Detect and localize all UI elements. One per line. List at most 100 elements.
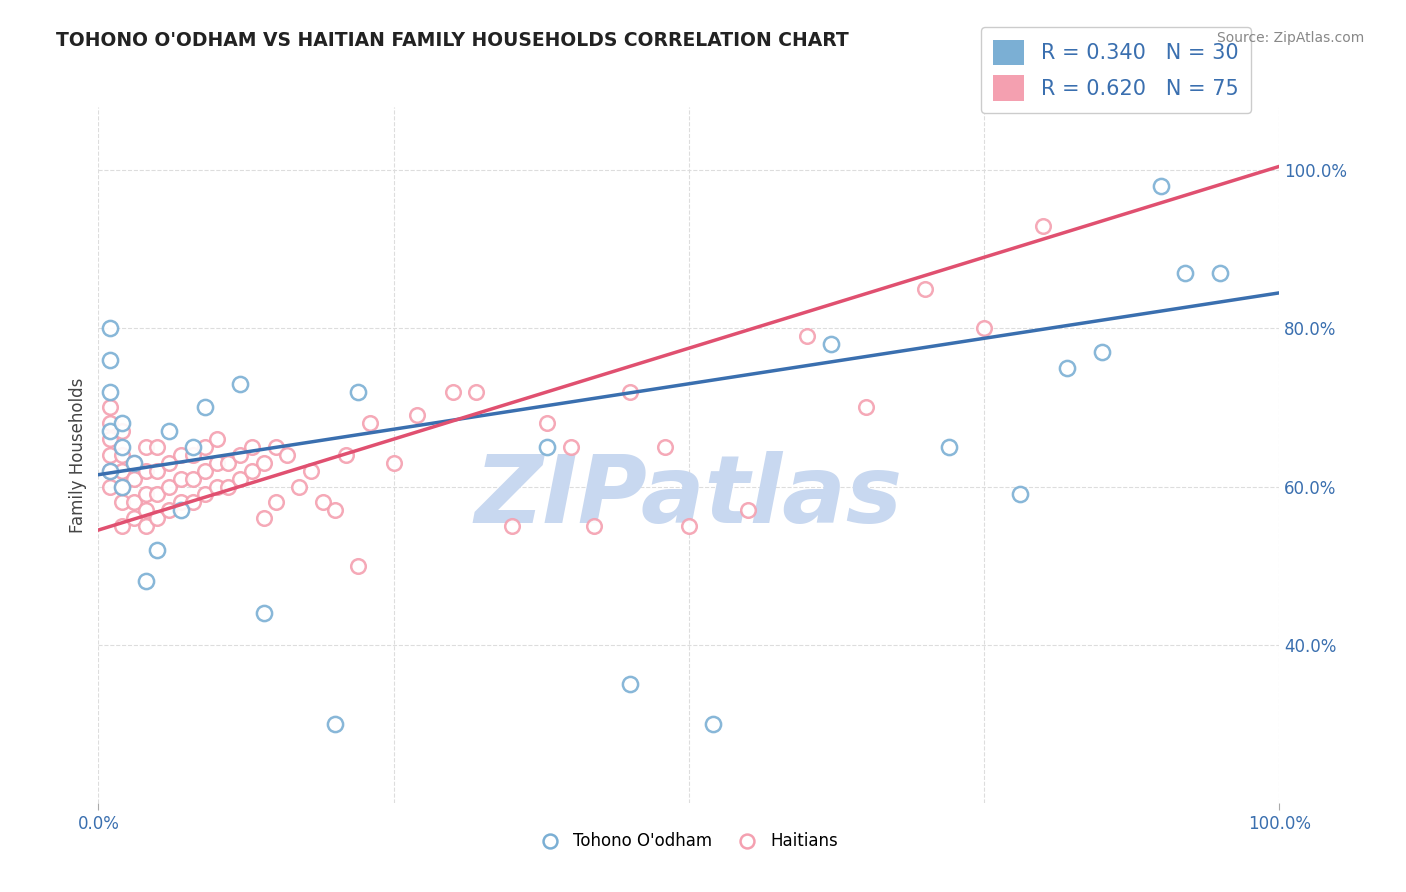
Point — [347, 384, 370, 399]
Point — [98, 479, 121, 493]
Point — [560, 440, 582, 454]
Point — [1056, 361, 1078, 376]
Point — [973, 321, 995, 335]
Point — [146, 464, 169, 478]
Point — [135, 503, 157, 517]
Point — [181, 440, 204, 454]
Point — [253, 511, 276, 525]
Point — [678, 519, 700, 533]
Point — [1150, 179, 1173, 194]
Point — [347, 558, 370, 573]
Text: ZIPatlas: ZIPatlas — [475, 450, 903, 542]
Point — [217, 456, 239, 470]
Point — [1174, 266, 1197, 280]
Point — [312, 495, 335, 509]
Point — [229, 448, 252, 462]
Point — [253, 456, 276, 470]
Point — [135, 464, 157, 478]
Point — [170, 503, 193, 517]
Point — [583, 519, 606, 533]
Point — [359, 417, 381, 431]
Point — [1032, 219, 1054, 233]
Point — [536, 440, 558, 454]
Point — [323, 716, 346, 731]
Point — [1008, 487, 1031, 501]
Point — [135, 487, 157, 501]
Point — [181, 472, 204, 486]
Point — [264, 440, 287, 454]
Point — [170, 448, 193, 462]
Y-axis label: Family Households: Family Households — [69, 377, 87, 533]
Point — [702, 716, 724, 731]
Point — [335, 448, 357, 462]
Point — [441, 384, 464, 399]
Point — [382, 456, 405, 470]
Point — [299, 464, 322, 478]
Point — [323, 503, 346, 517]
Text: Source: ZipAtlas.com: Source: ZipAtlas.com — [1216, 31, 1364, 45]
Point — [98, 432, 121, 446]
Point — [98, 353, 121, 368]
Point — [111, 448, 134, 462]
Point — [536, 417, 558, 431]
Point — [98, 384, 121, 399]
Point — [170, 472, 193, 486]
Point — [98, 401, 121, 415]
Point — [205, 479, 228, 493]
Point — [146, 542, 169, 557]
Point — [229, 376, 252, 391]
Point — [1209, 266, 1232, 280]
Legend: Tohono O'odham, Haitians: Tohono O'odham, Haitians — [533, 826, 845, 857]
Point — [181, 495, 204, 509]
Point — [194, 401, 217, 415]
Point — [820, 337, 842, 351]
Point — [157, 424, 180, 438]
Point — [737, 503, 759, 517]
Point — [264, 495, 287, 509]
Point — [111, 417, 134, 431]
Point — [855, 401, 877, 415]
Point — [122, 511, 145, 525]
Point — [122, 472, 145, 486]
Point — [122, 456, 145, 470]
Point — [1091, 345, 1114, 359]
Point — [157, 479, 180, 493]
Point — [111, 495, 134, 509]
Point — [501, 519, 523, 533]
Point — [135, 574, 157, 589]
Point — [619, 384, 641, 399]
Point — [914, 282, 936, 296]
Point — [194, 440, 217, 454]
Point — [181, 448, 204, 462]
Point — [122, 456, 145, 470]
Point — [157, 503, 180, 517]
Point — [938, 440, 960, 454]
Point — [135, 519, 157, 533]
Point — [111, 519, 134, 533]
Text: TOHONO O'ODHAM VS HAITIAN FAMILY HOUSEHOLDS CORRELATION CHART: TOHONO O'ODHAM VS HAITIAN FAMILY HOUSEHO… — [56, 31, 849, 50]
Point — [157, 456, 180, 470]
Point — [111, 479, 134, 493]
Point — [205, 432, 228, 446]
Point — [122, 495, 145, 509]
Point — [217, 479, 239, 493]
Point — [146, 440, 169, 454]
Point — [205, 456, 228, 470]
Point — [98, 321, 121, 335]
Point — [146, 511, 169, 525]
Point — [98, 464, 121, 478]
Point — [229, 472, 252, 486]
Point — [406, 409, 429, 423]
Point — [619, 677, 641, 691]
Point — [170, 495, 193, 509]
Point — [194, 487, 217, 501]
Point — [654, 440, 676, 454]
Point — [465, 384, 488, 399]
Point — [240, 440, 263, 454]
Point — [98, 448, 121, 462]
Point — [111, 440, 134, 454]
Point — [98, 417, 121, 431]
Point — [111, 479, 134, 493]
Point — [111, 424, 134, 438]
Point — [276, 448, 298, 462]
